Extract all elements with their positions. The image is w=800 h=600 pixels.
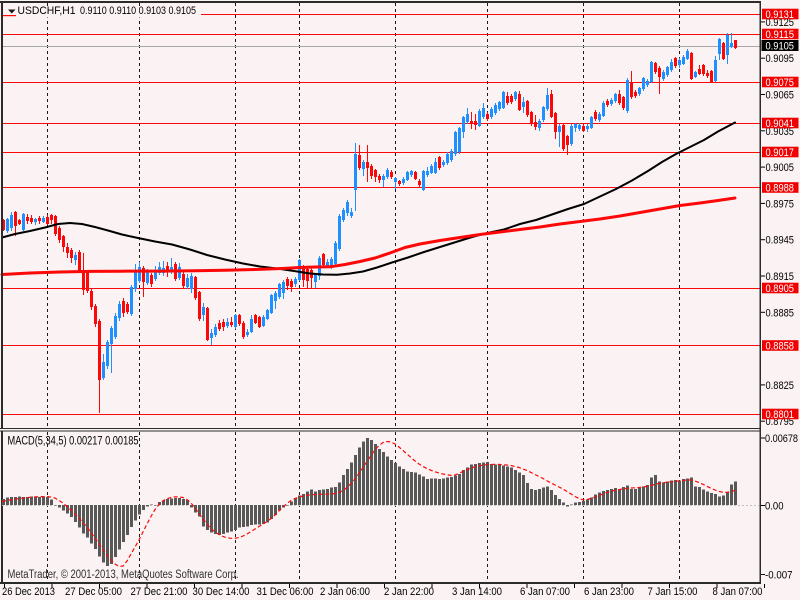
svg-text:0.8801: 0.8801 (766, 409, 795, 421)
svg-text:2 Jan 06:00: 2 Jan 06:00 (320, 586, 370, 598)
svg-text:3 Jan 14:00: 3 Jan 14:00 (452, 586, 502, 598)
svg-text:0.8905: 0.8905 (766, 283, 795, 295)
svg-text:0.9115: 0.9115 (766, 29, 795, 41)
svg-text:31 Dec 06:00: 31 Dec 06:00 (257, 586, 314, 598)
svg-text:0.9065: 0.9065 (766, 90, 795, 102)
svg-text:0.9095: 0.9095 (766, 53, 795, 65)
svg-text:MetaTrader, © 2001-2013, MetaQ: MetaTrader, © 2001-2013, MetaQuotes Soft… (8, 569, 239, 581)
svg-text:6 Jan 23:00: 6 Jan 23:00 (584, 586, 634, 598)
svg-text:0.9131: 0.9131 (766, 9, 795, 21)
svg-text:26 Dec 2013: 26 Dec 2013 (2, 586, 55, 598)
svg-text:-0.007: -0.007 (765, 570, 793, 582)
svg-text:0.9075: 0.9075 (766, 77, 795, 89)
svg-text:7 Jan 15:00: 7 Jan 15:00 (648, 586, 698, 598)
svg-text:0.8885: 0.8885 (766, 307, 795, 319)
svg-text:0.9041: 0.9041 (766, 118, 795, 130)
svg-text:0.00678: 0.00678 (765, 433, 798, 445)
svg-text:USDCHF,H1: USDCHF,H1 (18, 5, 76, 17)
svg-text:0.9017: 0.9017 (766, 147, 795, 159)
svg-text:0.9035: 0.9035 (766, 126, 795, 138)
svg-text:2 Jan 22:00: 2 Jan 22:00 (384, 586, 434, 598)
svg-text:6 Jan 07:00: 6 Jan 07:00 (520, 586, 570, 598)
svg-text:0.8915: 0.8915 (766, 271, 795, 283)
svg-text:0.8825: 0.8825 (766, 380, 795, 392)
svg-text:0.8858: 0.8858 (766, 341, 795, 353)
svg-text:30 Dec 14:00: 30 Dec 14:00 (193, 586, 250, 598)
svg-text:27 Dec 21:00: 27 Dec 21:00 (131, 586, 188, 598)
svg-text:0.9125: 0.9125 (766, 17, 795, 29)
svg-text:0.8975: 0.8975 (766, 198, 795, 210)
svg-text:0.8945: 0.8945 (766, 235, 795, 247)
svg-text:0.9105: 0.9105 (766, 41, 795, 53)
svg-text:27 Dec 05:00: 27 Dec 05:00 (65, 586, 122, 598)
svg-text:0.9005: 0.9005 (766, 162, 795, 174)
svg-text:0.9110 0.9110 0.9103 0.9105: 0.9110 0.9110 0.9103 0.9105 (80, 5, 196, 17)
svg-text:MACD(5,34,5) 0.00217 0.00185: MACD(5,34,5) 0.00217 0.00185 (8, 436, 139, 448)
svg-text:0.00: 0.00 (765, 501, 784, 513)
svg-text:8 Jan 07:00: 8 Jan 07:00 (713, 586, 763, 598)
svg-text:0.8988: 0.8988 (766, 183, 795, 195)
